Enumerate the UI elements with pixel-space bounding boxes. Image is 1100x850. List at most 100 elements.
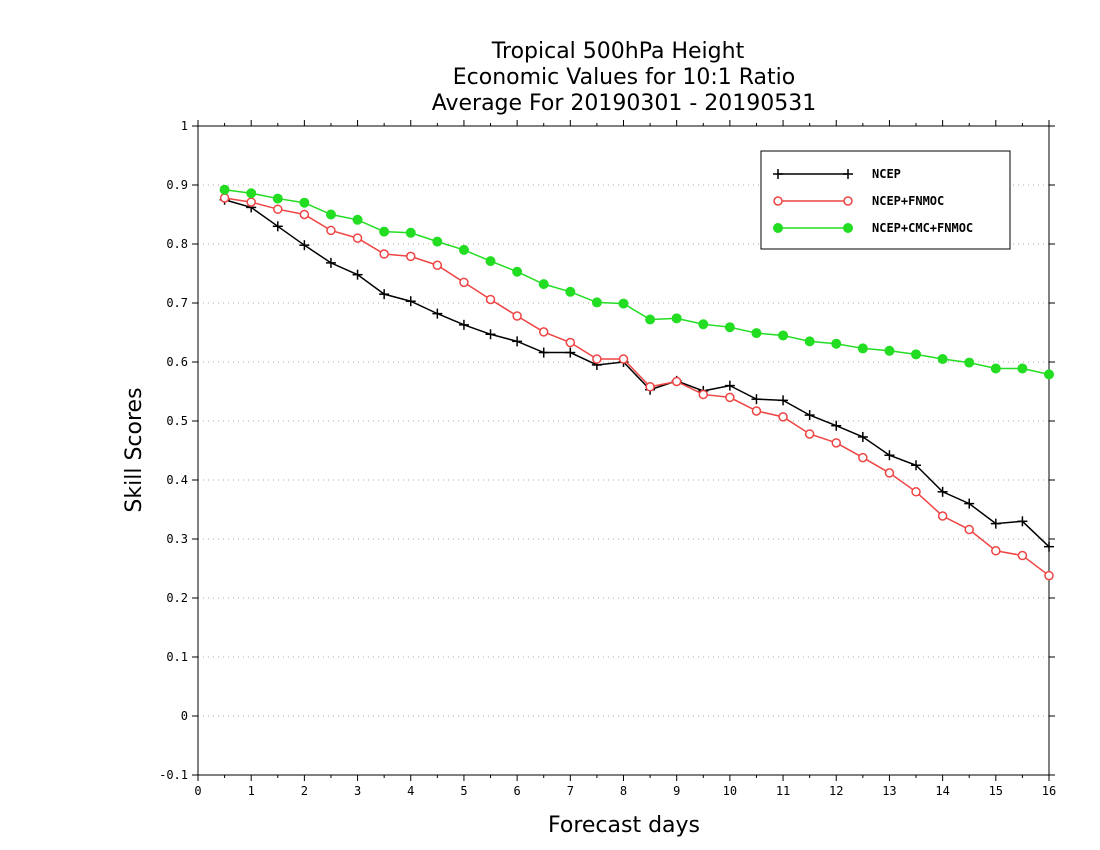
data-point: [565, 337, 576, 348]
data-point: [804, 336, 815, 347]
y-tick-label: -0.1: [159, 768, 188, 782]
data-point: [299, 209, 310, 220]
data-point: [352, 233, 363, 243]
data-point: [671, 376, 682, 387]
data-point: [273, 204, 283, 214]
data-point: [964, 498, 975, 509]
data-point: [405, 296, 416, 307]
data-point: [538, 327, 549, 337]
data-point: [406, 251, 416, 262]
data-point: [512, 266, 523, 277]
data-point: [751, 328, 762, 339]
data-point: [379, 289, 390, 300]
x-tick-label: 14: [935, 784, 949, 798]
data-point: [645, 382, 655, 392]
data-point: [937, 486, 948, 497]
data-point: [1044, 541, 1054, 552]
data-point: [618, 298, 629, 309]
data-point: [990, 518, 1001, 529]
y-tick-label: 0.8: [166, 237, 188, 251]
y-tick-label: 0.7: [166, 296, 188, 310]
data-point: [352, 269, 363, 280]
x-tick-label: 0: [194, 784, 201, 798]
x-tick-label: 3: [354, 784, 361, 798]
series: [219, 184, 1054, 581]
data-point: [778, 330, 789, 341]
y-tick-label: 0.5: [166, 414, 188, 428]
data-point: [884, 468, 895, 478]
legend-marker: [843, 196, 853, 206]
data-point: [459, 277, 469, 288]
legend-entry-ncep-cmc-fnmoc: NCEP+CMC+FNMOC: [773, 221, 973, 235]
data-point: [512, 311, 522, 321]
data-point: [645, 314, 656, 325]
legend-entry-ncep: NCEP: [773, 167, 901, 181]
x-tick-label: 12: [829, 784, 843, 798]
x-tick-label: 15: [989, 784, 1003, 798]
data-point: [325, 209, 336, 220]
data-point: [1017, 363, 1028, 374]
x-tick-label: 2: [301, 784, 308, 798]
legend-marker: [773, 169, 783, 179]
data-point: [804, 410, 815, 421]
data-point: [512, 336, 523, 347]
data-point: [964, 524, 974, 535]
data-point: [858, 452, 868, 463]
data-point: [485, 294, 496, 305]
x-tick-label: 16: [1042, 784, 1056, 798]
data-point: [538, 279, 549, 290]
data-point: [246, 197, 256, 207]
data-point: [458, 319, 469, 330]
data-point: [618, 354, 629, 364]
series-line: [224, 197, 1050, 577]
data-point: [325, 257, 336, 268]
data-point: [911, 487, 921, 497]
x-tick-label: 9: [673, 784, 680, 798]
data-point: [831, 438, 841, 448]
data-point: [725, 392, 735, 403]
data-point: [884, 345, 895, 356]
data-point: [379, 249, 389, 259]
data-point: [1044, 570, 1054, 581]
data-point: [804, 429, 815, 439]
data-point: [831, 420, 842, 431]
data-point: [857, 431, 868, 442]
data-point: [698, 389, 709, 400]
x-tick-label: 11: [776, 784, 790, 798]
data-point: [990, 363, 1001, 374]
series-ncep: [219, 194, 1054, 552]
data-point: [1017, 516, 1028, 527]
x-tick-label: 13: [882, 784, 896, 798]
x-tick-label: 7: [567, 784, 574, 798]
y-tick-label: 1: [181, 119, 188, 133]
data-point: [724, 322, 735, 333]
data-point: [591, 297, 602, 308]
y-tick-label: 0.9: [166, 178, 188, 192]
legend-box: [760, 150, 1011, 250]
legend-marker: [773, 196, 783, 206]
title-line-2: Economic Values for 10:1 Ratio: [453, 65, 795, 90]
legend: NCEP NCEP+FNMOC NCEP+CMC+FNMOC: [760, 150, 1011, 250]
data-point: [299, 197, 310, 208]
data-point: [778, 395, 789, 406]
legend-marker: [843, 223, 853, 233]
data-point: [458, 244, 469, 255]
data-point: [698, 319, 709, 330]
series-ncep-cmc-fnmoc: [219, 184, 1054, 380]
legend-marker: [843, 169, 853, 179]
data-point: [219, 184, 230, 195]
y-axis-label: Skill Scores: [122, 387, 147, 512]
data-point: [592, 354, 602, 364]
data-point: [911, 349, 922, 360]
series-ncep-fnmoc: [219, 193, 1054, 581]
x-tick-label: 6: [514, 784, 521, 798]
data-point: [857, 343, 868, 354]
data-point: [565, 347, 576, 358]
legend-entry-ncep-fnmoc: NCEP+FNMOC: [773, 194, 944, 208]
data-point: [778, 412, 788, 422]
title-line-3: Average For 20190301 - 20190531: [432, 91, 817, 116]
chart-title: Tropical 500hPa Height Economic Values f…: [432, 39, 817, 116]
data-point: [538, 347, 549, 358]
x-tick-label: 4: [407, 784, 414, 798]
